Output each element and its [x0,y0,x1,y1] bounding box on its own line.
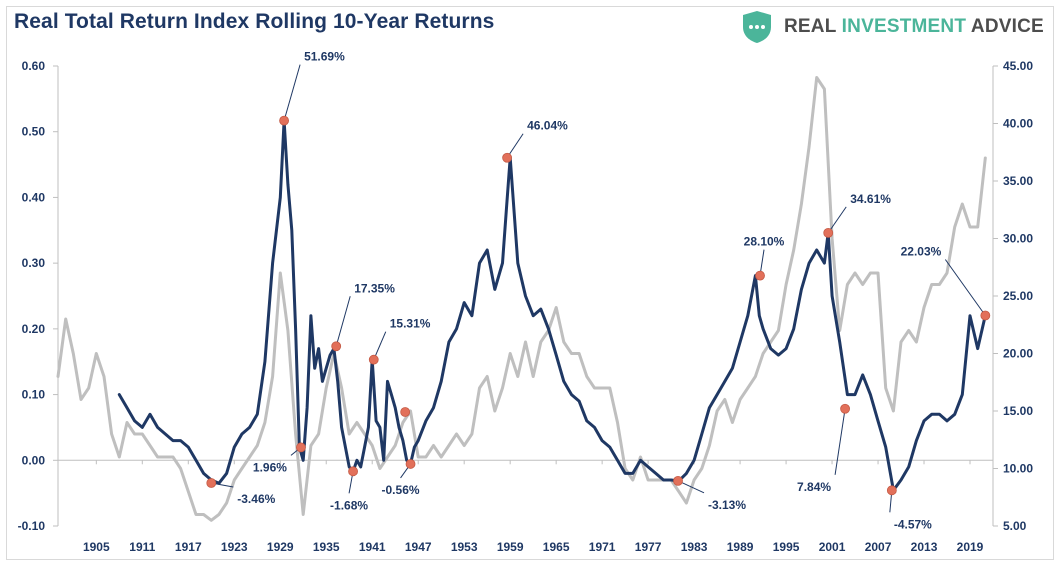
annotation-marker [296,442,306,453]
rolling-return-line [117,119,987,492]
annotation-marker [368,354,379,365]
x-axis-tick-label: 2013 [911,540,938,554]
annotation-marker [980,310,991,321]
x-axis-tick-label: 1971 [589,540,616,554]
x-axis-tick-label: 2007 [865,540,892,554]
annotation-leader-line [373,331,387,360]
x-axis-tick-label: 1983 [681,540,708,554]
annotation-label: -3.13% [708,498,746,512]
annotation-label: 17.35% [354,281,395,295]
annotation-label: 51.69% [304,50,345,64]
x-axis-tick-label: 1989 [727,540,754,554]
annotation-marker [331,341,342,352]
x-axis-tick-label: 2019 [957,540,984,554]
left-axis-tick-label: 0.00 [22,453,46,467]
annotation-label: -1.68% [330,498,368,512]
brand-name-part: REAL [784,16,842,37]
x-axis-tick-label: 1953 [451,540,478,554]
x-axis-tick-label: 1905 [83,540,110,554]
annotation-marker [886,485,897,496]
x-axis-tick-label: 1911 [129,540,155,554]
annotation-label: 28.10% [744,235,785,249]
valuation-line [56,76,987,522]
annotation-marker [206,478,217,488]
annotation-marker [755,270,765,281]
annotation-marker [502,152,513,163]
right-axis-tick-label: 5.00 [1003,519,1027,533]
left-axis-tick-label: 0.40 [22,190,46,204]
x-axis-tick-label: 1995 [773,540,800,554]
brand-logo: REAL INVESTMENT ADVICE [740,10,1044,44]
right-axis-tick-label: 35.00 [1003,174,1033,188]
annotation-marker [279,115,289,126]
annotation-leader-line [283,64,301,121]
annotation-marker [840,403,850,414]
left-axis-tick-label: 0.30 [22,256,46,270]
x-axis-tick-label: 1935 [313,540,340,554]
brand-name-part: INVESTMENT [841,16,967,37]
right-axis-tick-label: 45.00 [1003,59,1033,73]
annotation-label: 1.96% [253,460,287,474]
annotation-label: -4.57% [894,517,932,531]
annotation-leader-line [827,206,847,234]
annotation-label: 22.03% [901,245,942,259]
x-axis-tick-label: 1923 [221,540,248,554]
x-axis-tick-label: 1965 [543,540,570,554]
annotation-marker [405,459,416,469]
annotation-label: 34.61% [850,192,891,206]
x-axis-tick-label: 1929 [267,540,294,554]
x-axis-tick-label: 1977 [635,540,662,554]
x-axis-tick-label: 1959 [497,540,524,554]
right-axis-tick-label: 30.00 [1003,232,1033,246]
annotation-leader-line [944,259,986,316]
left-axis-tick-label: -0.10 [18,519,46,533]
annotation-leader-line [834,408,846,475]
annotation-leader-line [335,296,351,347]
x-axis-tick-label: 1917 [175,540,202,554]
left-axis-tick-label: 0.60 [22,59,46,73]
annotation-label: -0.56% [382,483,420,497]
x-axis-tick-label: 1947 [405,540,432,554]
annotation-marker [823,227,834,238]
brand-name-part: ADVICE [966,16,1044,37]
right-axis-tick-label: 15.00 [1003,404,1033,418]
brand-name: REAL INVESTMENT ADVICE [784,16,1044,38]
left-axis-tick-label: 0.20 [22,322,46,336]
right-axis-tick-label: 20.00 [1003,347,1033,361]
annotation-label: 46.04% [527,119,568,133]
right-axis-tick-label: 10.00 [1003,462,1033,476]
left-axis-tick-label: 0.50 [22,125,46,139]
left-axis-tick-label: 0.10 [22,388,46,402]
chart-title: Real Total Return Index Rolling 10-Year … [14,10,495,33]
annotation-marker [673,475,683,486]
right-axis-tick-label: 40.00 [1003,117,1033,131]
annotation-label: -3.46% [237,492,275,506]
x-axis-tick-label: 2001 [819,540,846,554]
shield-icon [743,11,771,43]
right-axis-tick-label: 25.00 [1003,289,1033,303]
annotation-label: 15.31% [390,317,431,331]
annotation-label: 7.84% [797,480,831,494]
x-axis-tick-label: 1941 [359,540,386,554]
annotation-marker [400,407,411,417]
annotation-marker [348,466,358,477]
